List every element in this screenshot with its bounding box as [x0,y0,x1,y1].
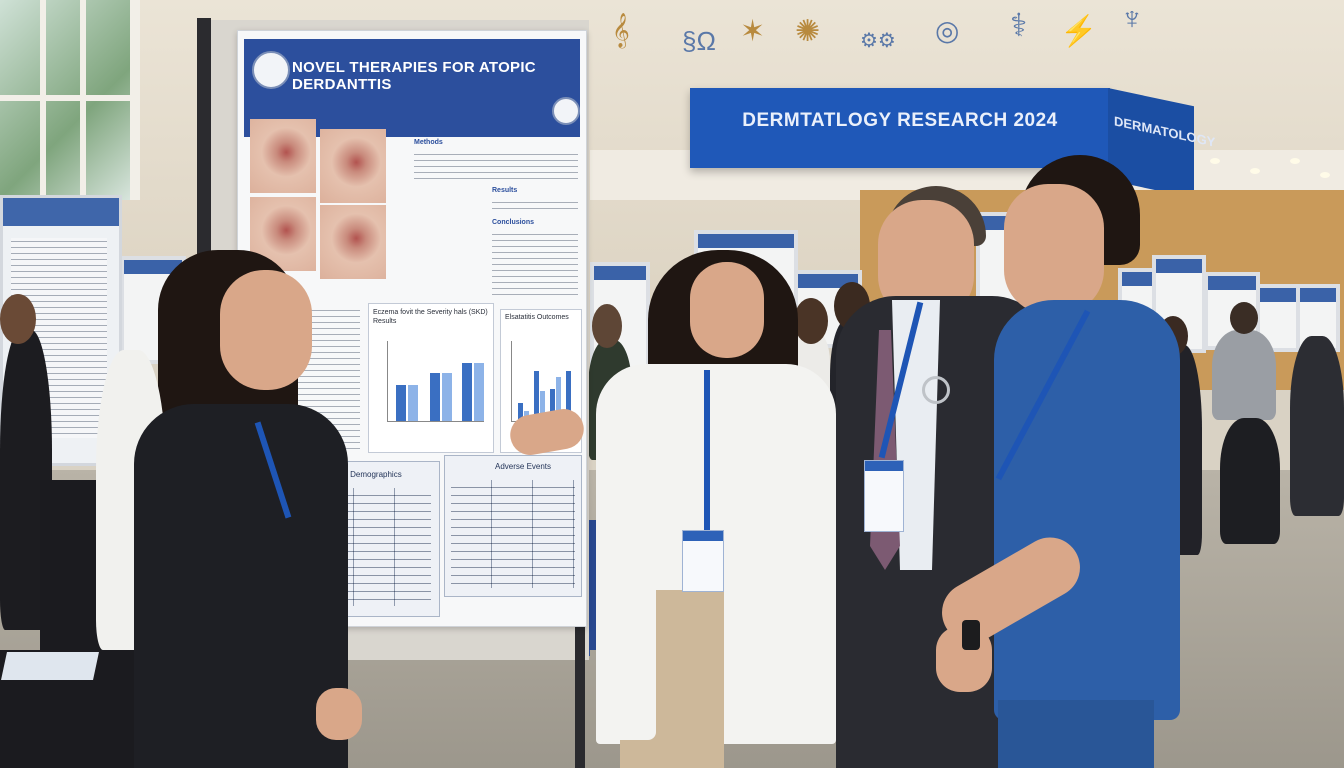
attendee-background [1212,330,1276,420]
chart-bar [556,377,561,421]
poster-text-block [492,231,578,297]
table-title: Adverse Events [495,462,552,471]
attendee-background-head [592,304,622,348]
chart-bar [550,389,555,421]
table-grid [451,480,575,588]
attendee-background [1290,336,1344,516]
side-poster-header [3,198,119,226]
poster-header: NOVEL THERAPIES FOR ATOPIC DERDANTTIS [244,39,580,137]
wristwatch-icon [962,620,980,650]
adverse-events-table: Adverse Events [444,455,582,597]
name-badge [682,530,724,592]
attendee-left-head [0,294,36,344]
section-heading: Methods [414,139,443,146]
blue-scrubs [994,300,1180,720]
ceiling-light [1290,158,1300,164]
ceiling-light [1320,172,1330,178]
attendee-face [220,270,312,390]
presenter-face [690,262,764,358]
attendee-hands [316,688,362,740]
name-badge [864,460,904,532]
attendee-background-head [1230,302,1258,334]
banner-title: DERMTATLOGY RESEARCH 2024 [742,110,1058,131]
wall-mural-figure: ✺ [795,15,821,48]
attendee-background-head [794,298,828,344]
poster-title: NOVEL THERAPIES FOR ATOPIC DERDANTTIS [292,59,536,93]
research-poster: NOVEL THERAPIES FOR ATOPIC DERDANTTIS Me… [237,30,587,627]
ceiling-light [1250,168,1260,174]
chart-bar [518,403,523,421]
poster-text-block [414,151,578,181]
chart-title: Elsatatitis Outcomes [505,314,569,321]
wall-mural-figure: ✶ [740,15,766,48]
chart-bar [396,385,406,421]
chart-bar [566,371,571,421]
scrubs-attendee-face [1004,184,1104,314]
stethoscope-icon [922,376,950,404]
chart-plot-area [387,341,484,422]
wall-mural-symbol: §Ω [682,26,716,56]
clinical-photo [250,119,316,193]
window-transom [0,95,130,101]
table-title: Patient Demographics [323,470,402,479]
chart-bar [534,371,539,421]
wall-mural-figure: ⚡ [1060,15,1098,48]
lanyard [704,370,710,530]
chart-bar [430,373,440,421]
poster-text-block [492,199,578,213]
wall-mural-figure: 𝄞 [612,14,630,47]
section-heading: Results [492,187,518,194]
chart-bar [462,363,472,421]
chart-bar [474,363,484,421]
attendee-background [1220,418,1280,544]
wall-mural-symbol: ♆ [1120,0,1144,36]
institution-seal-icon [552,97,580,125]
event-banner: DERMTATLOGY RESEARCH 2024 [690,88,1110,168]
wall-mural-symbol: ⚙⚙ [860,30,896,52]
presenter-coat-front [596,470,656,740]
ceiling-light [1210,158,1220,164]
chart-bar [540,391,545,421]
clinical-photo [320,129,386,203]
section-heading: Conclusions [492,219,535,226]
handout-papers [1,652,99,680]
attendee-black-blazer [134,404,348,768]
clinical-photo [320,205,386,279]
chart-bar [442,373,452,421]
chart-bar [408,385,418,421]
university-seal-icon [252,51,290,89]
poster-board-frame [197,18,211,258]
blue-scrubs-pants [998,700,1154,768]
wall-mural-symbol: ◎ [935,15,960,46]
wall-mural-symbol: ⚕ [1010,7,1028,43]
chart-title: Eczema fovit the Severity hals (SKD) Res… [373,309,488,325]
bar-chart-severity: Eczema fovit the Severity hals (SKD) Res… [368,303,494,453]
